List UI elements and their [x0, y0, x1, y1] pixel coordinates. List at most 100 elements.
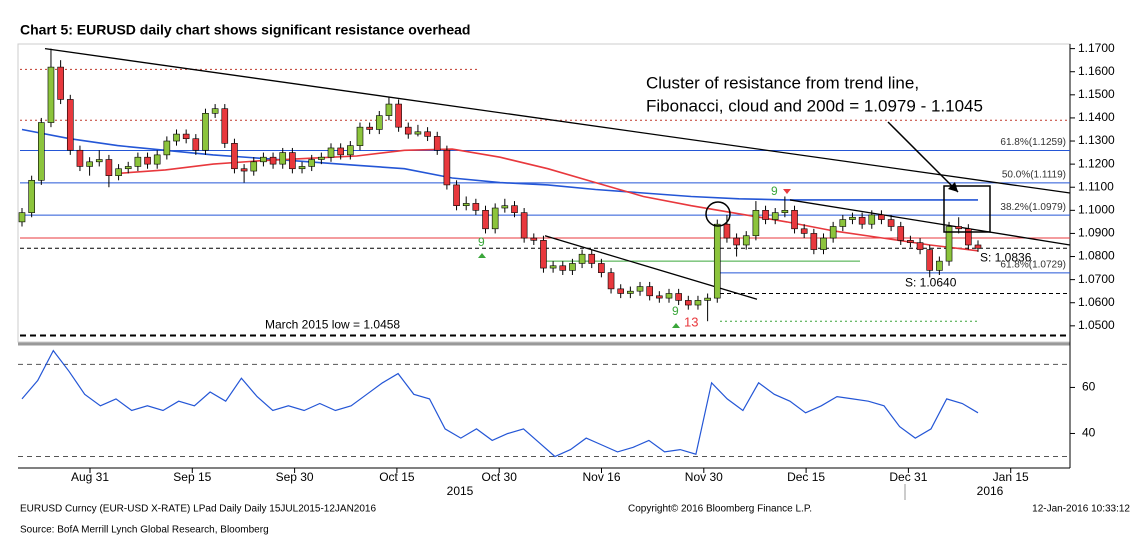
- candle-body: [936, 260, 943, 271]
- candle-body: [366, 126, 373, 130]
- candle-body: [704, 297, 711, 301]
- td-count: 9: [771, 184, 778, 198]
- fib-label: 61.8%(1.0729): [1000, 260, 1066, 271]
- candle-body: [858, 216, 866, 225]
- candle-body: [868, 214, 876, 225]
- candle-body: [820, 237, 827, 250]
- y-tick-label: 1.0600: [1078, 295, 1115, 309]
- candle-body: [462, 203, 470, 207]
- candle-body: [202, 113, 209, 151]
- candle-body: [945, 226, 953, 262]
- candle-body: [974, 244, 982, 249]
- candle-body: [18, 212, 26, 223]
- footer: 12-Jan-2016 10:33:12: [1032, 504, 1130, 515]
- candle-body: [723, 223, 731, 239]
- candle-body: [404, 126, 412, 135]
- candle-body: [733, 237, 740, 246]
- candle-body: [472, 203, 480, 211]
- candle-body: [887, 219, 895, 227]
- candle-body: [240, 168, 248, 172]
- candle-body: [578, 253, 586, 264]
- y-tick-label: 1.1300: [1078, 133, 1115, 147]
- candle-body: [47, 66, 55, 123]
- arrow: [887, 121, 959, 193]
- candle-body: [878, 214, 885, 220]
- candle-body: [211, 108, 219, 114]
- candle-body: [607, 272, 615, 290]
- fib-label: 38.2%(1.0979): [1000, 202, 1066, 213]
- candle-body: [86, 161, 93, 167]
- trend-line: [44, 47, 1071, 194]
- y-tick-label: 1.1400: [1078, 110, 1115, 124]
- candle-body: [491, 207, 499, 230]
- y-tick-label: 1.0700: [1078, 272, 1115, 286]
- candle-body: [173, 133, 180, 142]
- plot-area: 1.0500 1.0600 1.0700 1.0800 1.0900 1.1000 1.11…: [18, 41, 1115, 484]
- candle-body: [115, 168, 122, 176]
- candle-body: [453, 184, 460, 207]
- candle-body: [308, 159, 315, 167]
- candle-body: [163, 140, 171, 156]
- level-label: S: 1.0640: [905, 276, 957, 290]
- fib-label: 61.8%(1.1259): [1000, 137, 1066, 148]
- candle-body: [617, 288, 625, 294]
- candle-body: [791, 210, 798, 230]
- y-tick-label: 1.1600: [1078, 64, 1115, 78]
- y-tick-label: 60: [1082, 380, 1096, 394]
- candle-body: [28, 179, 35, 213]
- candle-body: [337, 147, 344, 156]
- candle-body: [95, 159, 103, 163]
- candle-body: [675, 293, 682, 301]
- td-count: 9: [672, 304, 679, 318]
- moving-average: [21, 128, 978, 201]
- candle-body: [839, 219, 847, 227]
- candle-body: [511, 205, 518, 213]
- candle-body: [685, 300, 692, 306]
- candle-body: [520, 212, 528, 239]
- x-tick-label: Dec 31: [889, 470, 927, 484]
- candle-body: [530, 237, 538, 241]
- x-tick-label: Jan 15: [993, 470, 1029, 484]
- candle-body: [598, 263, 605, 273]
- candle-body: [192, 138, 200, 151]
- candle-body: [57, 66, 64, 100]
- candle-body: [144, 156, 151, 165]
- candle-body: [627, 290, 634, 294]
- candle-body: [742, 235, 750, 246]
- y-tick-label: 1.0500: [1078, 318, 1115, 332]
- candle-body: [424, 131, 431, 137]
- x-tick-label: Aug 31: [71, 470, 109, 484]
- y-tick-label: 1.1100: [1078, 179, 1114, 193]
- trend-line: [544, 235, 758, 300]
- x-tick-label: Sep 30: [276, 470, 314, 484]
- x-tick-label: Oct 15: [379, 470, 415, 484]
- y-tick-label: 1.1000: [1078, 202, 1115, 216]
- candle-body: [153, 154, 161, 165]
- candle-body: [810, 233, 818, 250]
- candle-body: [636, 286, 644, 292]
- y-tick-label: 1.0800: [1078, 249, 1115, 263]
- candle-body: [907, 240, 914, 243]
- rsi-line: [21, 349, 979, 458]
- candle-body: [800, 228, 808, 234]
- candle-body: [182, 133, 190, 140]
- footer: EURUSD Curncy (EUR-USD X-RATE) LPad Dail…: [20, 504, 376, 515]
- candle-body: [694, 300, 702, 306]
- candle-body: [569, 263, 576, 271]
- candle-body: [713, 223, 721, 299]
- trend-line: [789, 199, 1071, 246]
- x-tick-label: Oct 30: [482, 470, 518, 484]
- candle-body: [752, 210, 760, 237]
- annotation: Fibonacci, cloud and 200d = 1.0979 - 1.1…: [646, 96, 983, 115]
- td-arrow: [783, 189, 791, 194]
- y-tick-label: 1.1500: [1078, 87, 1115, 101]
- candle-body: [76, 149, 84, 167]
- y-tick-label: 1.0900: [1078, 226, 1115, 240]
- candle-body: [221, 108, 229, 144]
- candle-body: [279, 152, 287, 165]
- x-tick-label: Dec 15: [787, 470, 825, 484]
- candle-body: [501, 205, 509, 209]
- candle-body: [375, 115, 383, 130]
- candle-body: [66, 99, 74, 151]
- candle-body: [38, 122, 45, 181]
